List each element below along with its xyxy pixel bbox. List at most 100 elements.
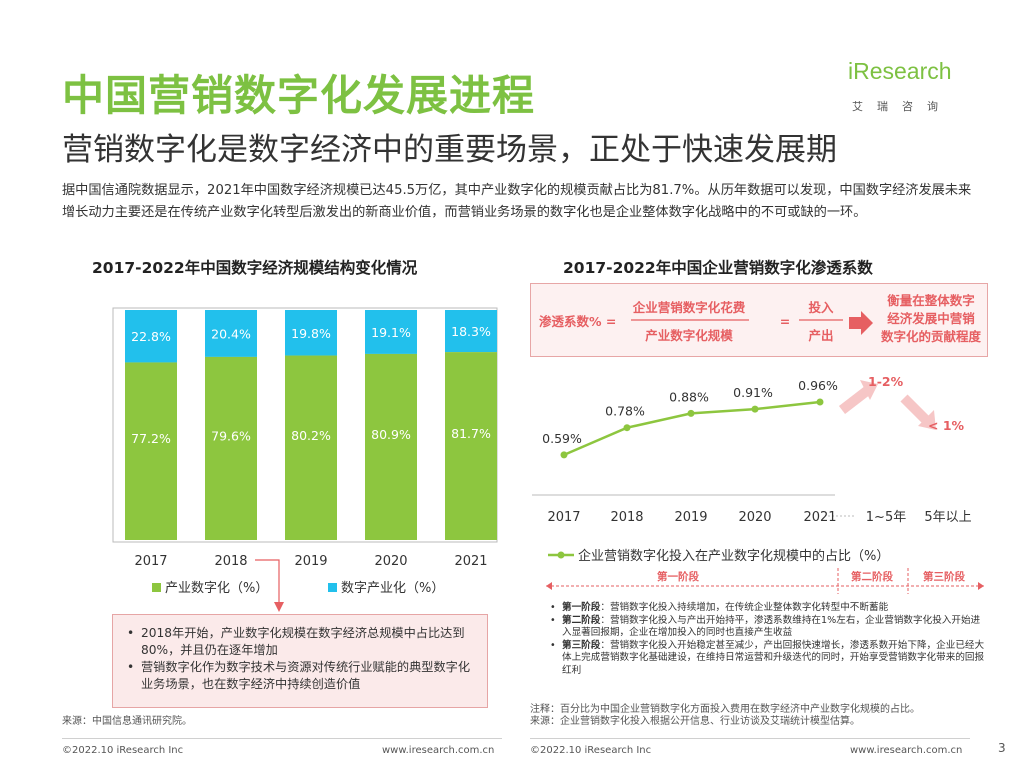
x-tick-label: 2019 xyxy=(294,554,327,569)
left-note-item: 营销数字化作为数字技术与资源对传统行业赋能的典型数字化业务场景，也在数字经济中持… xyxy=(127,659,473,693)
bar-segment-digital xyxy=(445,310,497,353)
bar-segment-digital xyxy=(205,310,257,357)
stage-arrow-left-icon xyxy=(546,582,552,590)
formula-numerator: 企业营销数字化花费 xyxy=(632,300,746,315)
stage-note-text: ：营销数字化投入持续增加，在传统企业整体数字化转型中不断蓄能 xyxy=(600,602,889,613)
formula-denominator: 产业数字化规模 xyxy=(645,328,733,343)
data-label: 80.9% xyxy=(371,427,411,442)
callout-connector xyxy=(255,559,280,603)
page-subtitle: 营销数字化是数字经济中的重要场景，正处于快速发展期 xyxy=(62,132,837,168)
data-label: 19.1% xyxy=(371,325,411,340)
right-note: 注释：百分比为中国企业营销数字化方面投入费用在数字经济中产业数字化规模的占比。 xyxy=(530,704,920,715)
data-label: 79.6% xyxy=(211,428,251,443)
bar-segment-digital xyxy=(365,310,417,354)
legend-swatch-digital xyxy=(328,583,337,592)
logo-wordmark: iResearch xyxy=(848,58,952,84)
right-notes: 注释：百分比为中国企业营销数字化方面投入费用在数字经济中产业数字化规模的占比。 … xyxy=(530,704,920,729)
bar-segment-digital xyxy=(125,310,177,363)
forecast-1-label: 1~5年 xyxy=(866,510,906,525)
data-label: 22.8% xyxy=(131,329,171,344)
bar-segment-industry xyxy=(285,355,337,540)
formula-box: 渗透系数% = 企业营销数字化花费 产业数字化规模 = 投入 产出 衡量在整体数… xyxy=(530,283,988,357)
page-title: 中国营销数字化发展进程 xyxy=(62,71,536,120)
bar-segment-industry xyxy=(445,352,497,540)
data-label: 20.4% xyxy=(211,326,251,341)
legend-marker xyxy=(557,551,565,559)
bar-segment-industry xyxy=(365,353,417,540)
x-tick-label: 2020 xyxy=(738,510,771,525)
left-note-box: 2018年开始，产业数字化规模在数字经济总规模中占比达到80%，并且仍在逐年增加… xyxy=(112,614,488,708)
stage-note-item: 第一阶段：营销数字化投入持续增加，在传统企业整体数字化转型中不断蓄能 xyxy=(548,602,988,615)
formula-result-line: 数字化的贡献程度 xyxy=(880,329,982,344)
x-tick-label: 2017 xyxy=(547,510,580,525)
stage-note-head: 第二阶段 xyxy=(562,614,601,626)
data-point xyxy=(816,398,824,406)
stage-note-head: 第一阶段 xyxy=(562,602,601,613)
x-tick-label: 2021 xyxy=(454,554,487,569)
left-source: 来源：中国信息通讯研究院。 xyxy=(62,716,192,727)
stage-arrow-right-icon xyxy=(978,582,984,590)
x-tick-label: 2018 xyxy=(610,510,643,525)
legend-label-industry: 产业数字化（%） xyxy=(165,581,268,596)
formula-input: 投入 xyxy=(808,300,834,315)
bar-segment-digital xyxy=(285,310,337,356)
forecast-1-value: 1-2% xyxy=(868,374,904,389)
formula-result-line: 经济发展中营销 xyxy=(887,311,975,326)
footer-url-left: www.iresearch.com.cn xyxy=(382,745,495,756)
line-chart: 0.59% 2017 0.78% 2018 0.88% 2019 0.91% 2020 0.96… xyxy=(532,374,984,594)
footer-divider-right xyxy=(530,738,970,739)
left-chart-title: 2017-2022年中国数字经济规模结构变化情况 xyxy=(92,259,418,277)
right-source: 来源：企业营销数字化投入根据公开信息、行业访谈及艾瑞统计模型估算。 xyxy=(530,716,860,728)
data-label: 19.8% xyxy=(291,326,331,341)
data-point xyxy=(560,451,568,459)
right-chart-title: 2017-2022年中国企业营销数字化渗透系数 xyxy=(563,259,873,277)
data-label: 77.2% xyxy=(131,431,171,446)
callout-arrow-icon xyxy=(274,602,284,612)
formula-lhs: 渗透系数% = xyxy=(539,314,616,329)
data-label: 0.78% xyxy=(605,404,645,419)
data-label: 0.96% xyxy=(798,378,838,393)
stage-notes: 第一阶段：营销数字化投入持续增加，在传统企业整体数字化转型中不断蓄能 第二阶段：… xyxy=(548,602,988,678)
x-tick-label: 2017 xyxy=(134,554,167,569)
iresearch-logo: iResearch 艾瑞咨询 xyxy=(848,58,968,116)
formula-result-line: 衡量在整体数字 xyxy=(887,293,975,308)
data-point xyxy=(687,409,695,417)
bar-segment-industry xyxy=(125,362,177,540)
data-point xyxy=(623,424,631,432)
legend-label: 企业营销数字化投入在产业数字化规模中的占比（%） xyxy=(578,548,889,564)
intro-paragraph: 据中国信通院数据显示，2021年中国数字经济规模已达45.5万亿，其中产业数字化… xyxy=(62,183,972,220)
stage-note-item: 第二阶段：营销数字化投入与产出开始持平，渗透系数维持在1%左右，企业营销数字化投… xyxy=(548,615,988,640)
page-number: 3 xyxy=(998,741,1006,755)
footer-url-right: www.iresearch.com.cn xyxy=(850,745,963,756)
series-line xyxy=(563,400,821,457)
forecast-2-label: 5年以上 xyxy=(924,510,971,525)
legend-label-digital: 数字产业化（%） xyxy=(341,581,444,596)
data-label: 0.59% xyxy=(542,431,582,446)
data-label: 0.91% xyxy=(733,385,773,400)
legend-swatch-industry xyxy=(152,583,161,592)
stage-3-label: 第三阶段 xyxy=(923,570,965,583)
forecast-2-value: < 1% xyxy=(928,418,965,433)
data-label: 80.2% xyxy=(291,428,331,443)
x-tick-label: 2020 xyxy=(374,554,407,569)
footer-copyright-left: ©2022.10 iResearch Inc xyxy=(62,745,184,756)
formula-output: 产出 xyxy=(808,328,833,343)
x-tick-label: 2021 xyxy=(803,510,836,525)
footer-copyright-right: ©2022.10 iResearch Inc xyxy=(530,745,652,756)
x-tick-label: 2018 xyxy=(214,554,247,569)
formula-equals: = xyxy=(780,314,790,329)
left-note-item: 2018年开始，产业数字化规模在数字经济总规模中占比达到80%，并且仍在逐年增加 xyxy=(127,625,473,659)
bar-chart: 22.8% 77.2% 2017 20.4% 79.6% 2018 19.8% 80.2% 20… xyxy=(112,307,498,603)
data-label: 0.88% xyxy=(669,389,709,404)
stage-note-head: 第三阶段 xyxy=(562,639,601,651)
stage-note-text: ：营销数字化投入与产出开始持平，渗透系数维持在1%左右，企业营销数字化投入开始进… xyxy=(562,614,981,639)
data-label: 18.3% xyxy=(451,324,491,339)
logo-chinese: 艾瑞咨询 xyxy=(852,100,952,113)
forecast-up-arrow-head xyxy=(860,380,878,400)
arrow-right-icon xyxy=(849,311,873,335)
footer-divider-left xyxy=(62,738,502,739)
stage-2-label: 第二阶段 xyxy=(851,570,893,583)
forecast-up-arrow-icon xyxy=(838,386,872,414)
legend: 产业数字化（%） 数字产业化（%） xyxy=(152,581,444,596)
data-point xyxy=(751,405,759,413)
